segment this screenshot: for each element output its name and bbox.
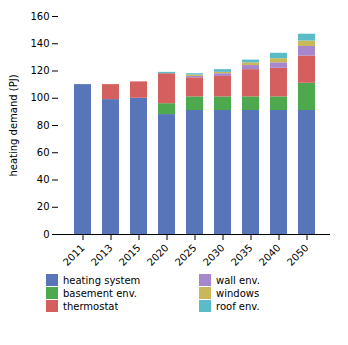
svg-text:0: 0 [43,229,49,240]
svg-text:2020: 2020 [145,242,171,268]
html-text:thermostat: thermostat [63,300,119,312]
svg-text:80: 80 [37,120,50,131]
html-text:wall env.: wall env. [216,274,260,286]
svg-text:20: 20 [37,201,50,212]
svg-text:2015: 2015 [117,242,143,268]
svg-text:160: 160 [30,11,49,22]
html-text:heating system: heating system [63,274,141,286]
html-text:roof env.: roof env. [216,300,260,312]
svg-text:2030: 2030 [201,242,227,268]
svg-text:2011: 2011 [61,242,87,268]
svg-text:2025: 2025 [173,242,199,268]
html-text:windows: windows [216,287,260,299]
svg-text:120: 120 [30,65,49,76]
svg-text:140: 140 [30,38,49,49]
svg-text:60: 60 [37,147,50,158]
svg-text:2035: 2035 [229,242,255,268]
svg-text:heating demand (PJ): heating demand (PJ) [8,74,19,176]
svg-text:2013: 2013 [89,242,115,268]
svg-text:100: 100 [30,92,49,103]
svg-text:2040: 2040 [257,242,283,268]
html-text:basement env.: basement env. [63,287,137,299]
svg-text:40: 40 [37,174,50,185]
svg-text:2050: 2050 [285,242,311,268]
